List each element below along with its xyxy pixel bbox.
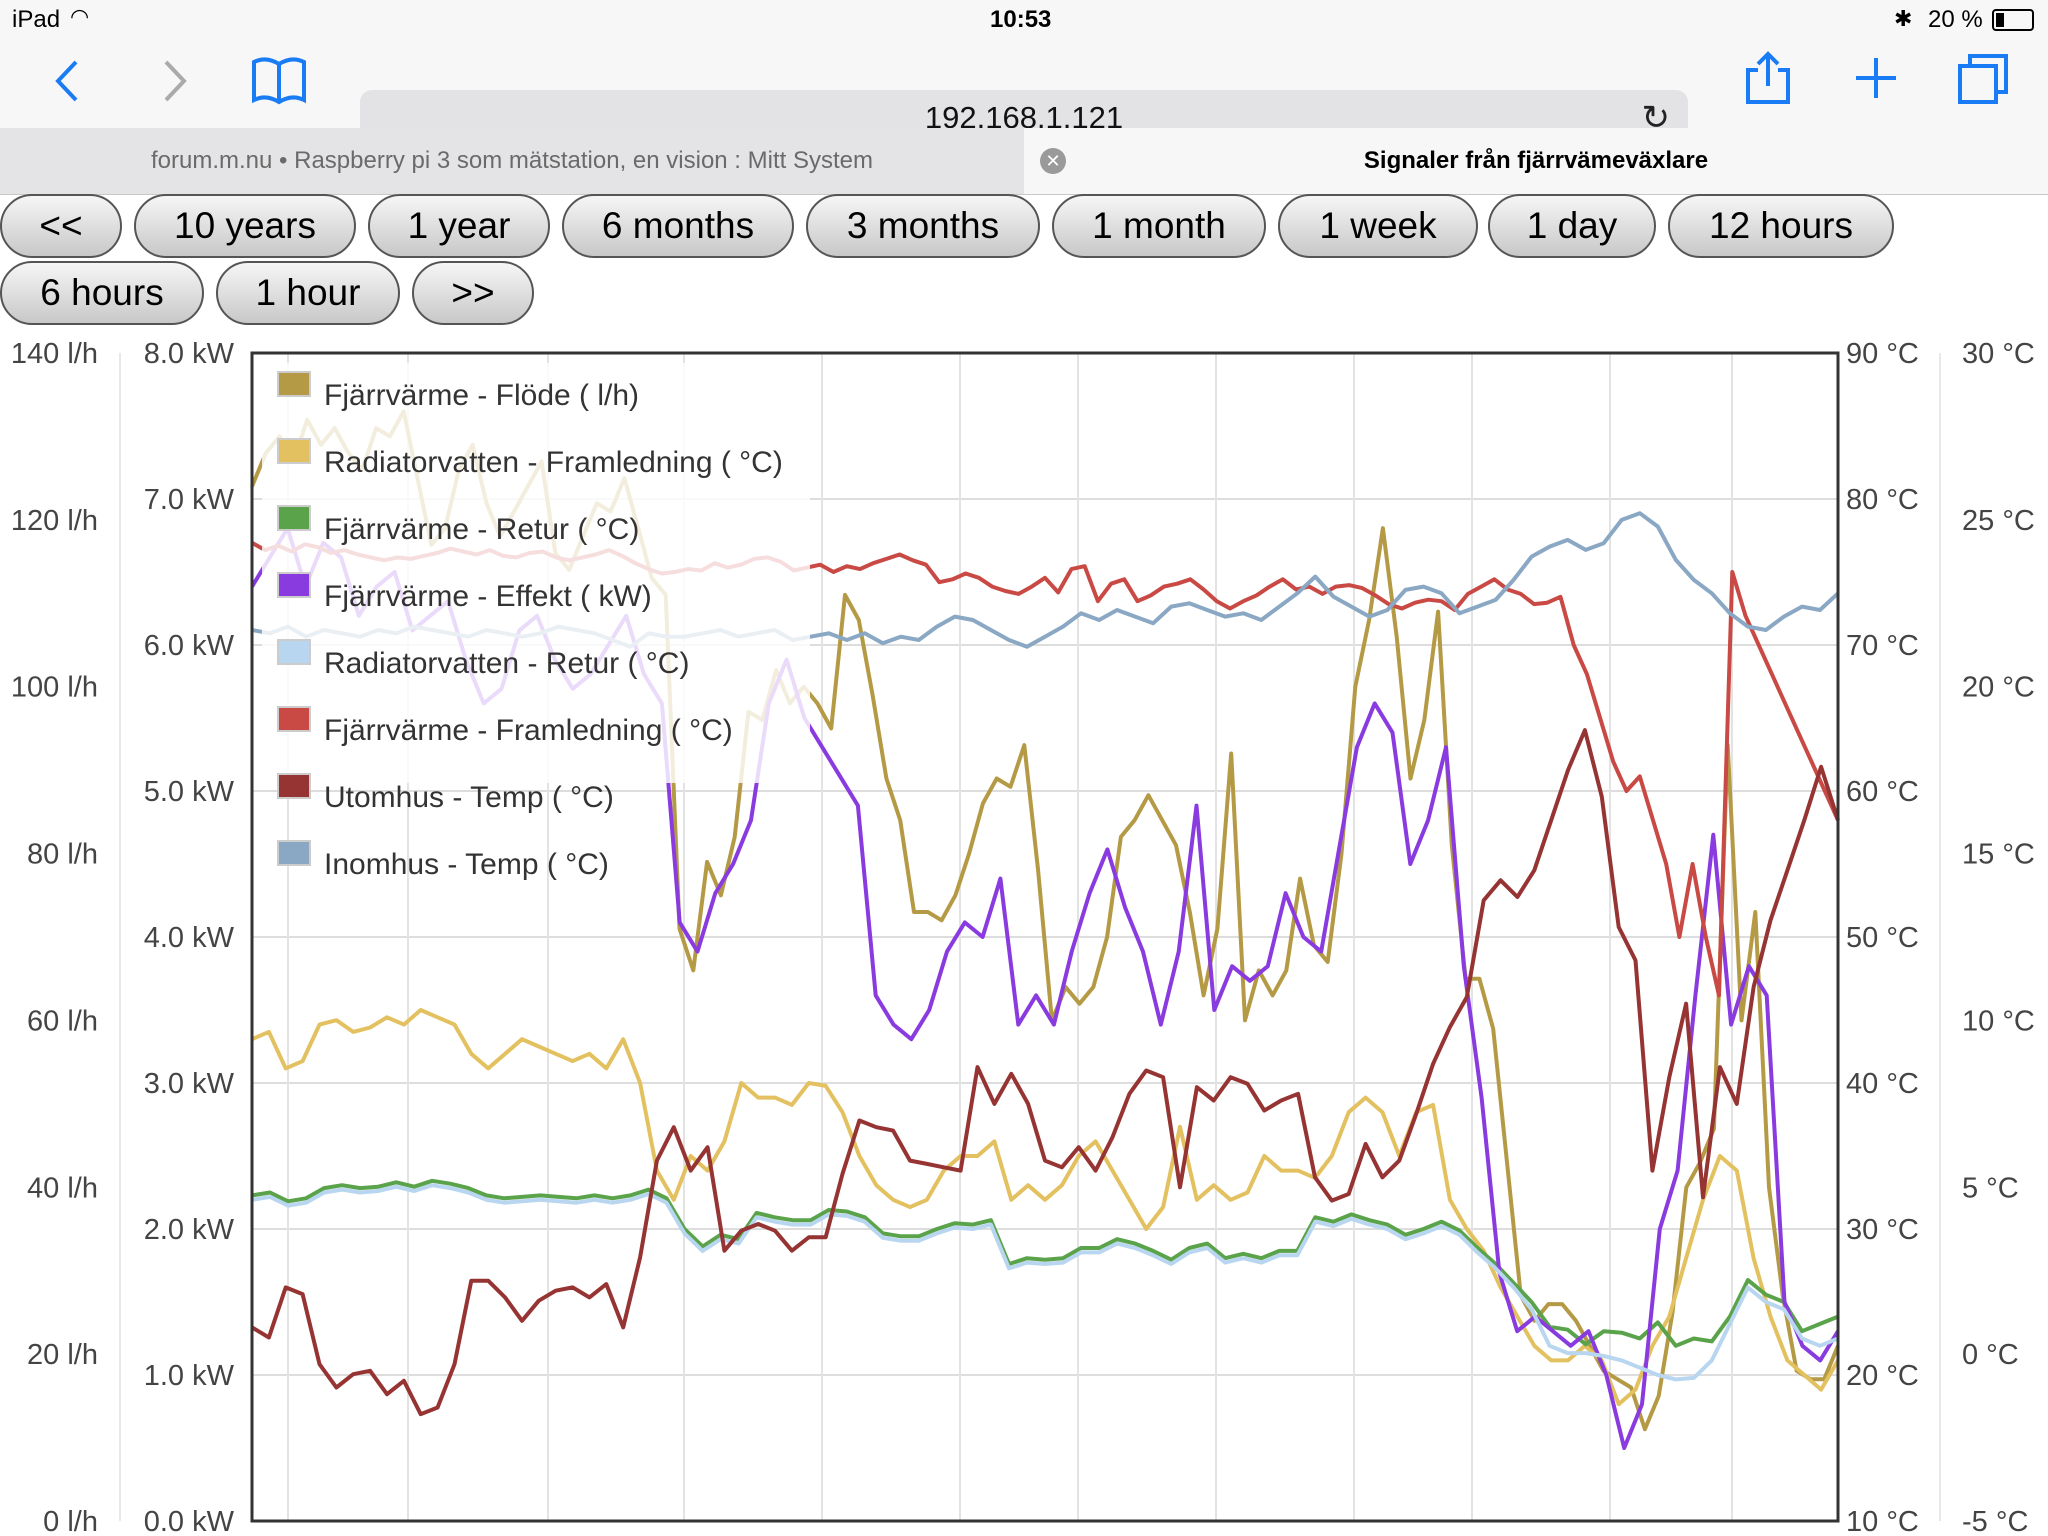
tick-label-power: 2.0 kW	[144, 1214, 235, 1246]
tab-signaler[interactable]: Signaler från fjärrvämeväxlare	[1024, 128, 2048, 194]
legend-entry: Inomhus - Temp ( °C)	[324, 848, 609, 881]
tick-label-flow: 40 l/h	[27, 1172, 98, 1204]
share-icon[interactable]	[1744, 50, 1792, 106]
series-line	[251, 1183, 1839, 1382]
legend-entry: Fjärrvärme - Framledning ( °C)	[324, 714, 733, 747]
tick-label-temp-lo: 5 °C	[1962, 1172, 2019, 1204]
series-line	[250, 728, 1840, 1417]
device-name: iPad	[12, 6, 61, 33]
legend-swatch	[277, 438, 311, 464]
range-button-prev[interactable]: <<	[0, 194, 122, 258]
tab-bar: forum.m.nu • Raspberry pi 3 som mätstati…	[0, 128, 2048, 195]
tick-label-temp-lo: 20 °C	[1962, 672, 2035, 704]
series-line	[251, 1178, 1839, 1348]
tick-label-flow: 0 l/h	[43, 1506, 98, 1536]
legend-entry: Fjärrvärme - Flöde ( l/h)	[324, 379, 639, 412]
range-button-1-day[interactable]: 1 day	[1488, 194, 1656, 258]
chart-axes: 140 l/h 120 l/h 100 l/h 80 l/h 60 l/h 40 l/h 2…	[11, 338, 2035, 1536]
tick-label-power: 8.0 kW	[144, 338, 235, 370]
tick-label-temp-lo: 15 °C	[1962, 839, 2035, 871]
tick-label-temp-lo: 25 °C	[1962, 505, 2035, 537]
range-button-1-hour[interactable]: 1 hour	[216, 261, 400, 325]
tick-label-power: 0.0 kW	[144, 1506, 235, 1536]
tick-label-temp-hi: 20 °C	[1846, 1360, 1919, 1392]
legend-swatch	[277, 706, 311, 732]
tick-label-temp-hi: 60 °C	[1846, 776, 1919, 808]
legend-swatch	[277, 840, 311, 866]
legend-swatch	[277, 505, 311, 531]
legend-entry: Radiatorvatten - Framledning ( °C)	[324, 446, 783, 479]
tick-label-power: 3.0 kW	[144, 1068, 235, 1100]
chart-legend: Fjärrvärme - Flöde ( l/h) Radiatorvatten …	[262, 363, 810, 881]
range-button-1-year[interactable]: 1 year	[368, 194, 550, 258]
wifi-icon: ◠	[70, 4, 90, 29]
plot-frame	[250, 351, 1840, 1523]
tick-label-temp-hi: 80 °C	[1846, 484, 1919, 516]
range-button-6-hours[interactable]: 6 hours	[0, 261, 204, 325]
range-button-6-months[interactable]: 6 months	[562, 194, 794, 258]
legend-entry: Fjärrvärme - Effekt ( kW)	[324, 580, 652, 613]
range-button-10-years[interactable]: 10 years	[134, 194, 356, 258]
bluetooth-icon: ✱	[1894, 6, 1913, 31]
tick-label-temp-hi: 10 °C	[1846, 1506, 1919, 1536]
legend-swatch	[277, 773, 311, 799]
tick-label-temp-lo: 10 °C	[1962, 1005, 2035, 1037]
battery-percent: 20 %	[1928, 6, 1983, 33]
close-tab-icon[interactable]: ✕	[1040, 148, 1066, 174]
tick-label-flow: 80 l/h	[27, 839, 98, 871]
legend-swatch	[277, 371, 311, 397]
tick-label-temp-hi: 90 °C	[1846, 338, 1919, 370]
tab-forum[interactable]: forum.m.nu • Raspberry pi 3 som mätstati…	[0, 128, 1025, 194]
tick-label-flow: 140 l/h	[11, 338, 98, 370]
browser-toolbar: 192.168.1.121 ↻	[0, 40, 2048, 146]
legend-background	[262, 363, 810, 783]
range-button-12-hours[interactable]: 12 hours	[1668, 194, 1894, 258]
tick-label-temp-hi: 40 °C	[1846, 1068, 1919, 1100]
tick-label-power: 5.0 kW	[144, 776, 235, 808]
range-button-1-week[interactable]: 1 week	[1278, 194, 1478, 258]
tick-label-power: 6.0 kW	[144, 630, 235, 662]
tick-label-power: 1.0 kW	[144, 1360, 235, 1392]
range-button-3-months[interactable]: 3 months	[806, 194, 1040, 258]
back-icon[interactable]	[52, 56, 82, 106]
range-button-next[interactable]: >>	[412, 261, 534, 325]
range-button-1-month[interactable]: 1 month	[1052, 194, 1266, 258]
legend-entry: Fjärrvärme - Retur ( °C)	[324, 513, 639, 546]
tick-label-flow: 120 l/h	[11, 505, 98, 537]
series-line	[251, 1008, 1840, 1407]
tick-label-temp-lo: 0 °C	[1962, 1339, 2019, 1371]
tick-label-temp-hi: 30 °C	[1846, 1214, 1919, 1246]
bookmarks-icon[interactable]	[250, 54, 308, 106]
tick-label-power: 7.0 kW	[144, 484, 235, 516]
legend-swatch	[277, 572, 311, 598]
tick-label-flow: 100 l/h	[11, 672, 98, 704]
legend-entry: Utomhus - Temp ( °C)	[324, 781, 614, 814]
tick-label-temp-hi: 70 °C	[1846, 630, 1919, 662]
tick-label-flow: 60 l/h	[27, 1005, 98, 1037]
legend-entry: Radiatorvatten - Retur ( °C)	[324, 647, 689, 680]
legend-swatch	[277, 639, 311, 665]
tick-label-temp-lo: -5 °C	[1962, 1506, 2028, 1536]
tick-label-flow: 20 l/h	[27, 1339, 98, 1371]
chart: 140 l/h 120 l/h 100 l/h 80 l/h 60 l/h 40 l/h 2…	[11, 338, 2035, 1536]
clock: 10:53	[990, 6, 1052, 33]
tick-label-temp-hi: 50 °C	[1846, 922, 1919, 954]
tick-label-power: 4.0 kW	[144, 922, 235, 954]
add-tab-icon[interactable]	[1852, 54, 1900, 102]
tick-label-temp-lo: 30 °C	[1962, 338, 2035, 370]
forward-icon[interactable]	[160, 56, 190, 106]
battery-icon	[1992, 9, 2034, 31]
tabs-icon[interactable]	[1956, 52, 2010, 106]
status-bar: iPad ◠ 10:53 ✱ 20 %	[0, 0, 2048, 40]
